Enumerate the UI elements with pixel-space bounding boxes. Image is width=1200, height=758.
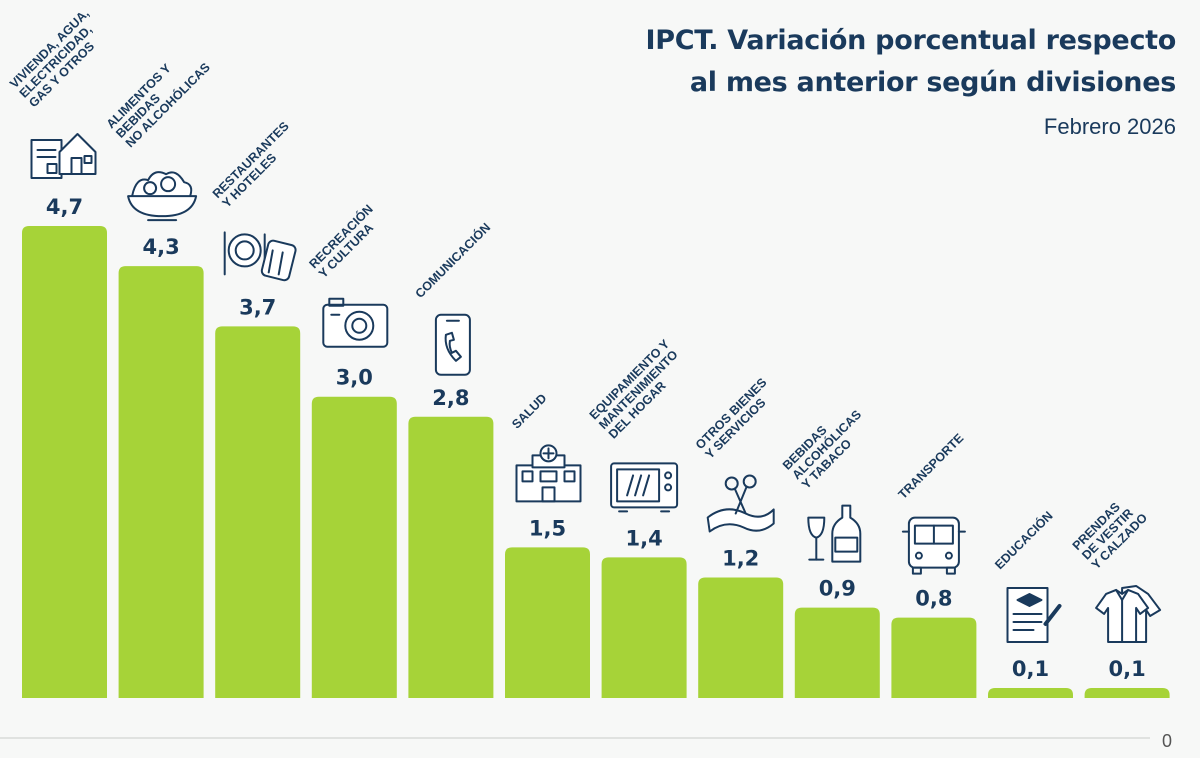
bar [505,547,590,698]
house-document-icon [30,133,97,179]
bar [891,617,977,698]
value-label: 1,2 [722,546,759,570]
bar [22,226,107,698]
bar [215,326,301,698]
value-label: 4,3 [142,235,179,259]
bar [118,266,204,698]
value-label: 3,7 [239,295,276,319]
camera-icon [322,297,389,348]
chart-title-line-2: al mes anterior según divisiones [689,67,1176,98]
value-label: 0,1 [1108,657,1145,681]
bus-icon [901,516,966,575]
graduation-document-icon [1006,586,1062,643]
category-label: COMUNICACIÓN [412,220,493,301]
wine-bottle-glass-icon [807,504,862,563]
scissors-ribbon-icon [706,474,775,533]
plate-cutlery-suitcase-icon [223,231,297,282]
bar-group: 4,7 VIVIENDA, AGUA,ELECTRICIDAD,GAS Y OTR… [7,6,107,698]
category-label-line: SALUD [509,391,549,431]
bar-group: 0,8 TRANSPORTE [891,431,977,698]
bar [408,416,494,698]
value-label: 1,4 [625,526,662,550]
smartphone-icon [434,313,471,376]
title-block: IPCT. Variación porcentual respecto al m… [645,20,1176,140]
category-label: TRANSPORTE [896,431,967,502]
microwave-icon [610,462,679,513]
value-label: 0,1 [1012,657,1049,681]
food-bowl-icon [127,171,198,222]
category-label: EDUCACIÓN [992,508,1056,572]
value-label: 2,8 [432,386,469,410]
category-label-line: TRANSPORTE [896,431,967,502]
category-label: SALUD [509,391,549,431]
bar-group: 2,8 COMUNICACIÓN [408,220,494,698]
bar [601,557,687,698]
value-label: 1,5 [529,516,566,540]
chart-title-line-1: IPCT. Variación porcentual respecto [645,25,1176,56]
bar [698,577,784,698]
category-label-line: COMUNICACIÓN [412,220,493,301]
bar [794,607,880,698]
bar [1084,687,1170,698]
value-label: 3,0 [336,366,373,390]
bar-group: 0,1 EDUCACIÓN [988,508,1073,698]
bar-group: 1,5 SALUD [505,391,590,698]
axis-zero-label: 0 [1162,731,1172,751]
value-label: 0,9 [819,577,856,601]
bar [311,396,397,698]
hospital-icon [515,444,582,503]
category-label-line: EDUCACIÓN [992,508,1056,572]
value-label: 0,8 [915,587,952,611]
value-label: 4,7 [46,195,83,219]
bar [988,687,1073,698]
clothing-icon [1095,584,1162,643]
category-label: VIVIENDA, AGUA,ELECTRICIDAD,GAS Y OTROS [7,6,97,110]
chart-subtitle: Febrero 2026 [1043,114,1176,139]
